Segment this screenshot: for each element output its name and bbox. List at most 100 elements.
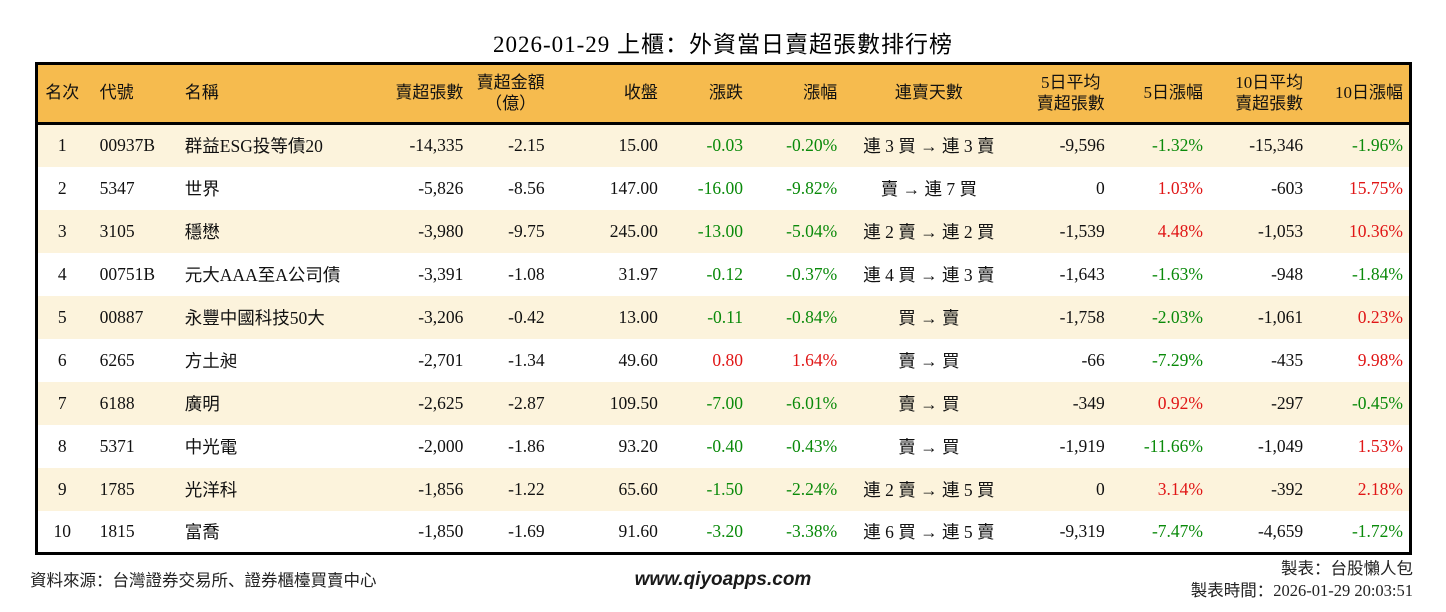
pct5-cell: -1.32%	[1110, 123, 1209, 167]
avg10-cell: -603	[1271, 177, 1304, 198]
close-cell: 93.20	[618, 435, 658, 456]
close-cell: 31.97	[618, 263, 658, 284]
name-cell: 群益ESG投等債20	[178, 123, 383, 167]
col-header-avg10: 10日平均 賣超張數	[1208, 63, 1310, 125]
col-header-avg5-label: 5日平均 賣超張數	[1036, 73, 1105, 113]
name-cell: 穩懋	[178, 209, 383, 253]
name-cell: 世界	[184, 178, 220, 199]
code-cell: 00937B	[86, 123, 179, 167]
name-cell: 方土昶	[184, 350, 238, 371]
col-header-pct5: 5日漲幅	[1110, 63, 1209, 125]
pct10-cell: -1.84%	[1351, 263, 1403, 284]
pct5-cell: -11.66%	[1143, 435, 1203, 456]
streak-cell: 連 2 賣 → 連 2 買	[843, 209, 1015, 253]
change-cell: -16.00	[697, 177, 743, 198]
pct5-cell: -1.63%	[1151, 263, 1203, 284]
change-cell: -0.12	[706, 263, 743, 284]
sell-amount-cell: -8.56	[508, 177, 545, 198]
code-cell: 1785	[86, 467, 179, 511]
avg5-cell: -1,539	[1014, 209, 1111, 253]
sell-volume-cell: -2,000	[418, 435, 464, 456]
name-cell: 富喬	[184, 521, 220, 542]
change-cell: -0.11	[663, 295, 749, 339]
code-cell: 1815	[99, 520, 135, 541]
pct5-cell: -7.47%	[1151, 520, 1203, 541]
change-pct-cell: -0.37%	[786, 263, 838, 284]
rank-cell: 2	[57, 177, 67, 198]
streak-cell: 連 2 賣 → 連 5 買	[843, 467, 1015, 511]
rank-cell: 9	[36, 467, 87, 511]
table-row: 5 00887 永豐中國科技50大 -3,206 -0.42 13.00 -0.…	[36, 295, 1411, 339]
avg10-cell: -4,659	[1257, 520, 1304, 541]
change-pct-cell: -5.04%	[749, 209, 844, 253]
code-cell: 00751B	[99, 263, 156, 284]
close-cell: 65.60	[550, 467, 664, 511]
close-cell: 109.50	[550, 381, 664, 425]
close-cell: 147.00	[609, 177, 658, 198]
pct10-cell: 15.75%	[1349, 177, 1403, 198]
rank-cell: 8	[57, 435, 67, 456]
close-cell: 15.00	[550, 123, 664, 167]
pct10-cell: -1.96%	[1309, 123, 1411, 167]
avg10-cell: -297	[1208, 381, 1310, 425]
change-pct-cell: -3.38%	[786, 520, 838, 541]
avg5-cell: -349	[1014, 381, 1111, 425]
sell-volume-cell: -3,206	[382, 295, 470, 339]
table-row: 10 1815 富喬 -1,850 -1.69 91.60 -3.20 -3.3…	[37, 511, 1411, 554]
name-cell: 永豐中國科技50大	[178, 295, 383, 339]
streak-cell: 賣 → 買	[898, 350, 960, 371]
generated-time: 製表時間：2026-01-29 20:03:51	[1190, 581, 1413, 600]
footer-credits: 製表：台股懶人包 製表時間：2026-01-29 20:03:51	[1191, 558, 1413, 602]
rank-cell: 10	[53, 520, 72, 541]
avg10-cell: -1,053	[1208, 209, 1310, 253]
pct10-cell: -1.72%	[1351, 520, 1403, 541]
code-cell: 3105	[86, 209, 179, 253]
col-header-name-label: 名稱	[184, 83, 219, 103]
sell-amount-cell: -2.15	[469, 123, 551, 167]
streak-cell: 連 3 買 → 連 3 賣	[843, 123, 1015, 167]
change-cell: -3.20	[706, 520, 743, 541]
table-row: 2 5347 世界 -5,826 -8.56 147.00 -16.00 -9.…	[37, 167, 1411, 210]
streak-cell: 賣 → 連 7 買	[880, 178, 977, 199]
close-cell: 245.00	[550, 209, 664, 253]
change-cell: -7.00	[663, 381, 749, 425]
avg5-cell: -66	[1081, 349, 1105, 370]
sell-volume-cell: -1,856	[382, 467, 470, 511]
table-row: 7 6188 廣明 -2,625 -2.87 109.50 -7.00 -6.0…	[36, 381, 1411, 425]
col-header-sell-volume: 賣超張數	[382, 63, 470, 125]
col-header-change-pct: 漲幅	[749, 63, 844, 125]
close-cell: 13.00	[550, 295, 664, 339]
code-cell: 6188	[86, 381, 179, 425]
pct5-cell: -7.29%	[1151, 349, 1203, 370]
col-header-pct10-label: 10日漲幅	[1335, 83, 1403, 103]
col-header-change-label: 漲跌	[709, 83, 743, 103]
col-header-code: 代號	[86, 63, 179, 125]
col-header-sell-amount-label: 賣超金額 （億）	[476, 73, 545, 113]
code-cell: 6265	[99, 349, 135, 370]
pct10-cell: 1.53%	[1357, 435, 1403, 456]
col-header-close: 收盤	[550, 63, 664, 125]
rank-cell: 3	[36, 209, 87, 253]
website-link[interactable]: www.qiyoapps.com	[634, 569, 812, 590]
sell-amount-cell: -1.69	[508, 520, 545, 541]
sell-amount-cell: -1.86	[508, 435, 545, 456]
name-cell: 中光電	[184, 436, 238, 457]
pct5-cell: 0.92%	[1110, 381, 1209, 425]
table-row: 1 00937B 群益ESG投等債20 -14,335 -2.15 15.00 …	[36, 123, 1411, 167]
close-cell: 49.60	[618, 349, 658, 370]
sell-volume-cell: -2,625	[382, 381, 470, 425]
col-header-rank: 名次	[36, 63, 87, 125]
pct5-cell: 3.14%	[1110, 467, 1209, 511]
code-cell: 5371	[99, 435, 135, 456]
name-cell: 光洋科	[178, 467, 383, 511]
avg10-cell: -392	[1208, 467, 1310, 511]
col-header-change-pct-label: 漲幅	[803, 83, 838, 103]
author-note: 製表：台股懶人包	[1281, 559, 1413, 578]
code-cell: 00887	[86, 295, 179, 339]
change-pct-cell: -0.84%	[749, 295, 844, 339]
avg10-cell: -1,049	[1257, 435, 1304, 456]
change-cell: -0.03	[663, 123, 749, 167]
col-header-sell-amount: 賣超金額 （億）	[469, 63, 551, 125]
col-header-pct10: 10日漲幅	[1309, 63, 1411, 125]
